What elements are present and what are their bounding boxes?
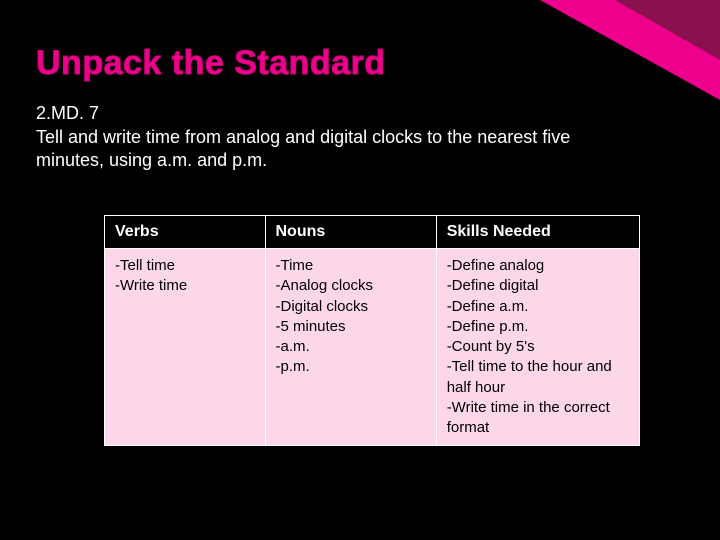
cell-skills: -Define analog -Define digital -Define a… — [436, 249, 639, 446]
col-header-verbs: Verbs — [105, 216, 266, 249]
col-header-skills: Skills Needed — [436, 216, 639, 249]
standards-table: Verbs Nouns Skills Needed -Tell time -Wr… — [104, 215, 640, 446]
table-header-row: Verbs Nouns Skills Needed — [105, 216, 640, 249]
slide-content: Unpack the Standard 2.MD. 7 Tell and wri… — [0, 0, 720, 446]
standard-text: Tell and write time from analog and digi… — [36, 126, 606, 171]
table-row: -Tell time -Write time -Time -Analog clo… — [105, 249, 640, 446]
standard-id: 2.MD. 7 — [36, 103, 684, 124]
standards-table-wrap: Verbs Nouns Skills Needed -Tell time -Wr… — [104, 215, 640, 446]
cell-verbs: -Tell time -Write time — [105, 249, 266, 446]
col-header-nouns: Nouns — [265, 216, 436, 249]
page-title: Unpack the Standard — [36, 44, 684, 83]
cell-nouns: -Time -Analog clocks -Digital clocks -5 … — [265, 249, 436, 446]
